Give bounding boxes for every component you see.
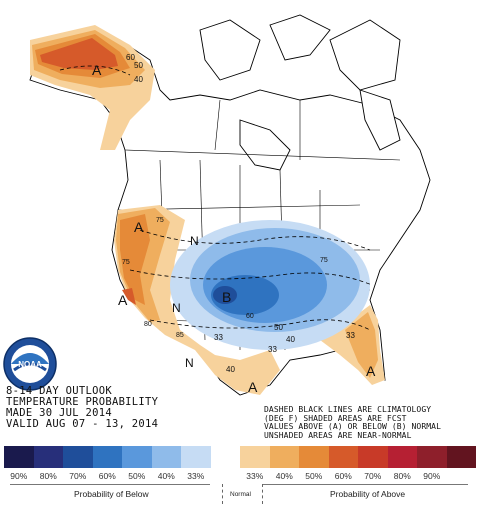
contour-50: 50	[134, 61, 143, 70]
legend-tick-label: 40%	[275, 471, 293, 481]
below-60	[211, 275, 279, 315]
legend-tick-label	[211, 471, 241, 483]
label-a-california: A	[118, 292, 128, 308]
contour-40a: 40	[134, 75, 143, 84]
map-labels: A A A A A B N N N 60 50 40 40 33 33 75 7…	[92, 53, 376, 395]
legend-tick-label: 90%	[423, 471, 441, 481]
label-a-texas: A	[248, 379, 258, 395]
legend-swatch	[33, 446, 63, 468]
note-line-3: VALUES ABOVE (A) OR BELOW (B) NORMAL	[264, 422, 441, 432]
legend-swatch	[269, 446, 299, 468]
alaska-above-60	[40, 38, 118, 70]
legend-tick-label: 60%	[98, 471, 116, 481]
legend-swatch	[358, 446, 388, 468]
contour-40b: 40	[226, 365, 235, 374]
legend-tick-label: 70%	[69, 471, 87, 481]
legend-swatch	[387, 446, 417, 468]
contour-40c: 40	[286, 335, 295, 344]
note-line-4: UNSHADED AREAS ARE NEAR-NORMAL	[264, 430, 412, 440]
below-normal-regions	[170, 220, 370, 350]
label-n-north: N	[190, 234, 199, 248]
legend-tick-label: 70%	[364, 471, 382, 481]
legend-tick-label: 40%	[157, 471, 175, 481]
legend-swatch	[446, 446, 476, 468]
normal-divider-left	[222, 484, 223, 504]
legend-tick-label: 80%	[39, 471, 57, 481]
legend-swatch	[151, 446, 181, 468]
legend-tick-label: 80%	[393, 471, 411, 481]
title-line-4: VALID AUG 07 - 13, 2014	[6, 418, 159, 430]
contour-80: 80	[144, 321, 152, 328]
legend-swatch	[299, 446, 329, 468]
legend-color-bar	[4, 446, 476, 468]
outlook-title-block: 8-14 DAY OUTLOOK TEMPERATURE PROBABILITY…	[6, 386, 158, 430]
map-notes: DASHED BLACK LINES ARE CLIMATOLOGY (DEG …	[264, 405, 441, 440]
contour-33c: 33	[214, 333, 223, 342]
title-line-2: TEMPERATURE PROBABILITY	[6, 396, 159, 408]
legend-tick-labels: 90% 80% 70% 60% 50% 40% 33% 33% 40% 50% 60% 70% 80% 9…	[4, 471, 476, 483]
label-n-southwest: N	[185, 356, 194, 370]
label-n-west: N	[172, 301, 181, 315]
contour-33b: 33	[346, 331, 355, 340]
title-line-1: 8-14 DAY OUTLOOK	[6, 385, 112, 397]
legend-tick-label: 90%	[10, 471, 28, 481]
legend-swatch	[328, 446, 358, 468]
legend-caption-below: Probability of Below	[74, 489, 149, 499]
legend-tick-label	[447, 471, 477, 483]
legend-swatch	[210, 446, 240, 468]
note-line-1: DASHED BLACK LINES ARE CLIMATOLOGY	[264, 405, 432, 414]
above-normal-regions	[30, 25, 385, 395]
legend-tick-label: 33%	[187, 471, 205, 481]
contour-75c: 75	[320, 257, 328, 264]
outlook-map: A A A A A B N N N 60 50 40 40 33 33 75 7…	[29, 14, 431, 396]
title-line-3: MADE 30 JUL 2014	[6, 407, 112, 419]
climatology-lines	[59, 65, 373, 331]
legend-tick-label: 60%	[334, 471, 352, 481]
label-a-alaska: A	[92, 62, 102, 78]
west-above-60	[122, 288, 136, 305]
contour-75a: 75	[156, 217, 164, 224]
legend-caption-normal: Normal	[230, 491, 251, 498]
contour-85: 85	[176, 332, 184, 339]
label-a-pacific: A	[134, 219, 144, 235]
contour-50b: 50	[274, 323, 283, 332]
legend-swatch	[417, 446, 447, 468]
legend-caption-above: Probability of Above	[330, 489, 406, 499]
legend-swatch	[240, 446, 270, 468]
note-line-2: (DEG F) SHADED AREAS ARE FCST	[264, 413, 407, 423]
legend-swatch	[92, 446, 122, 468]
legend-tick-label: 50%	[128, 471, 146, 481]
normal-divider-right	[262, 484, 263, 504]
below-bracket	[10, 484, 210, 485]
below-70	[213, 286, 237, 304]
contour-60: 60	[126, 53, 135, 62]
logo-text: NOAA	[18, 360, 42, 369]
west-above-50	[120, 214, 150, 305]
above-bracket	[262, 484, 468, 485]
label-a-florida: A	[366, 363, 376, 379]
noaa-logo: NOAA	[3, 337, 57, 391]
legend-swatch	[181, 446, 211, 468]
legend-swatch	[122, 446, 152, 468]
legend-swatch	[63, 446, 93, 468]
legend-tick-label: 50%	[305, 471, 323, 481]
contour-60b: 60	[246, 313, 254, 320]
contour-75b: 75	[122, 259, 130, 266]
label-b-central: B	[222, 289, 231, 305]
southeast-above-40	[345, 312, 378, 378]
legend-tick-label: 33%	[246, 471, 264, 481]
contour-33a: 33	[268, 345, 277, 354]
legend-swatch	[4, 446, 34, 468]
